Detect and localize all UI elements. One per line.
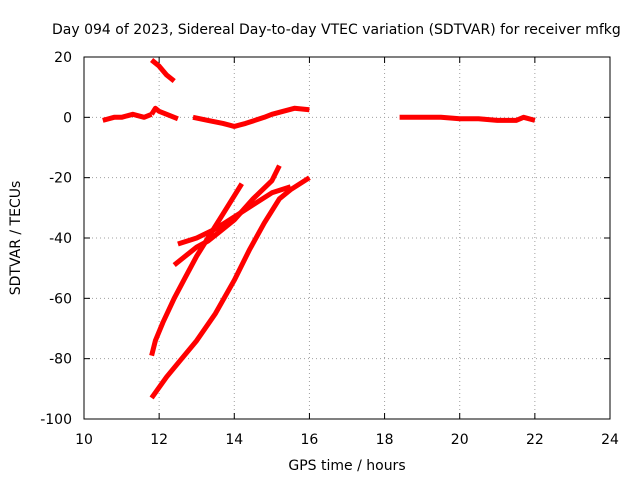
series-1-line <box>102 111 153 123</box>
y-tick-label: -80 <box>49 352 72 368</box>
y-tick-label: 20 <box>54 50 72 66</box>
tracks <box>102 58 536 400</box>
series-4-line <box>150 58 176 84</box>
y-tick-label: -100 <box>40 412 72 428</box>
series-2-line <box>149 105 179 122</box>
series-3-line <box>192 105 310 129</box>
series-7-line <box>149 175 311 400</box>
y-axis-title: SDTVAR / TECUs <box>8 181 24 296</box>
x-tick-label: 22 <box>526 432 544 448</box>
x-tick-label: 18 <box>376 432 394 448</box>
y-tick-label: -60 <box>49 291 72 307</box>
grid <box>84 57 610 419</box>
x-axis-title: GPS time / hours <box>288 458 405 474</box>
series-5-line <box>399 114 536 123</box>
series-6-line <box>149 182 244 357</box>
x-tick-label: 24 <box>601 432 619 448</box>
y-tick-label: 0 <box>63 110 72 126</box>
y-tick-label: -20 <box>49 171 72 187</box>
x-tick-label: 12 <box>150 432 168 448</box>
x-tick-label: 10 <box>75 432 93 448</box>
chart-title: Day 094 of 2023, Sidereal Day-to-day VTE… <box>52 22 621 38</box>
x-ticks: 10 12 14 16 18 20 22 24 <box>75 57 619 448</box>
series-9-line <box>177 184 292 247</box>
y-tick-label: -40 <box>49 231 72 247</box>
x-tick-label: 16 <box>301 432 319 448</box>
x-tick-label: 14 <box>225 432 243 448</box>
series-8-line <box>172 164 282 268</box>
x-tick-label: 20 <box>451 432 469 448</box>
y-ticks: -100 -80 -60 -40 -20 0 20 <box>40 50 610 428</box>
